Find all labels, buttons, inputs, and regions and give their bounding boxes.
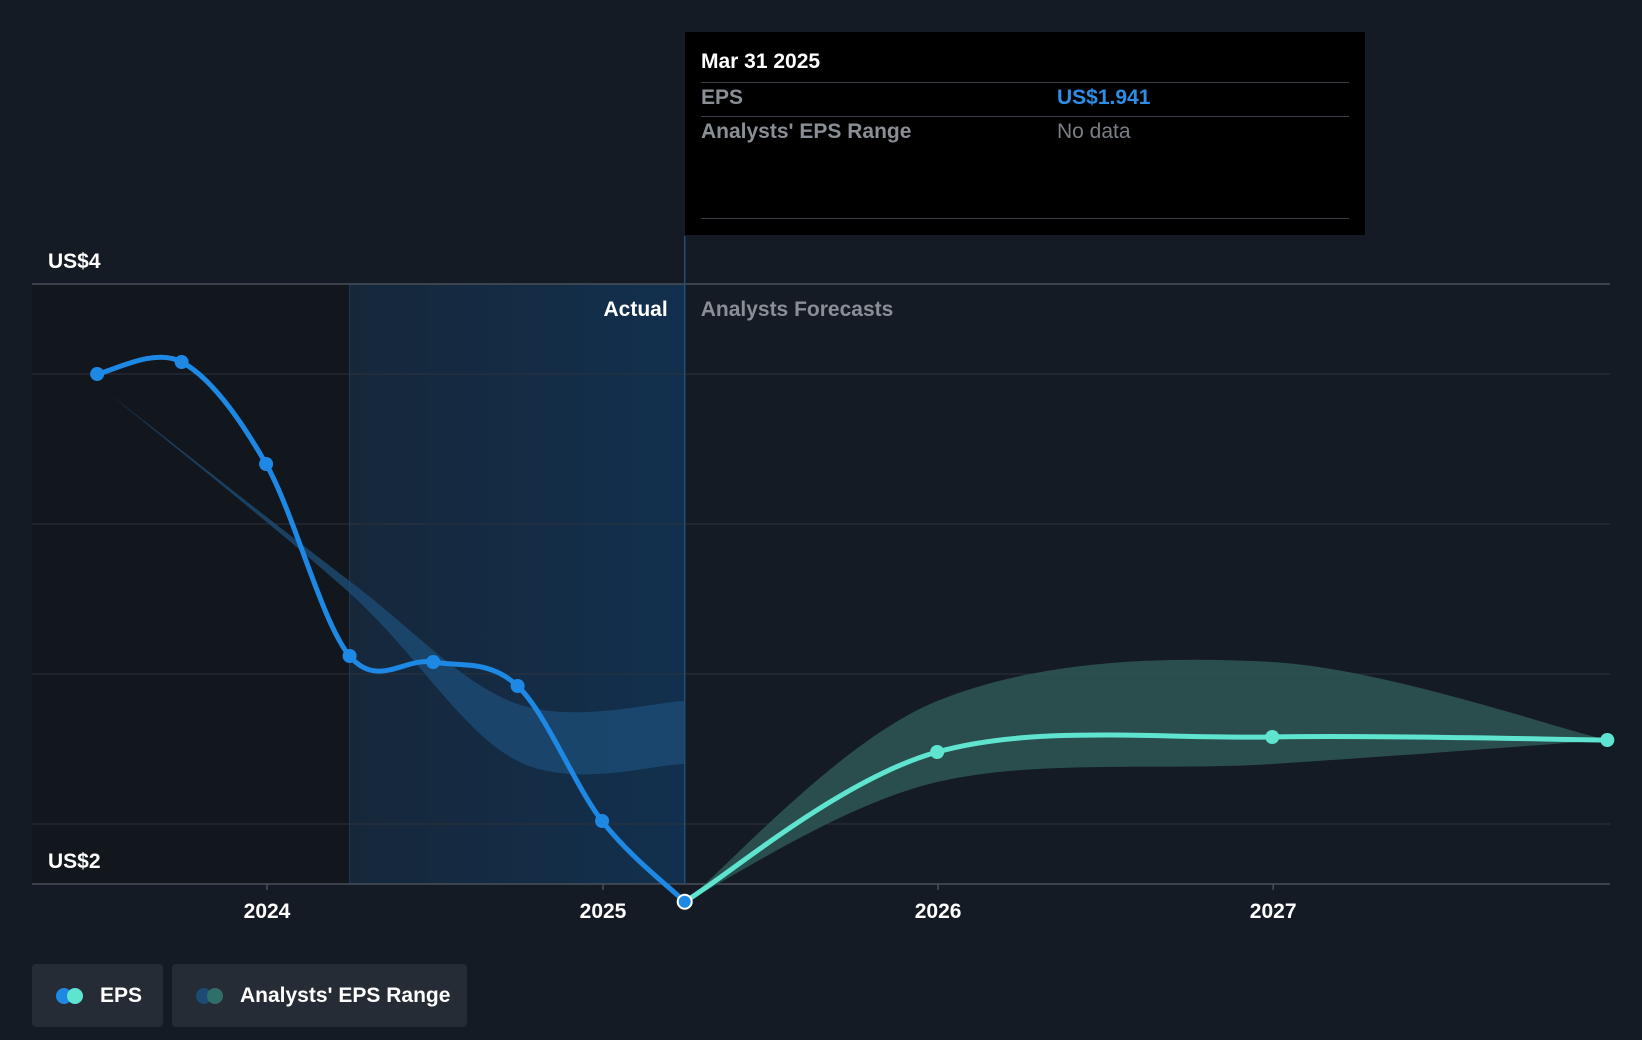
legend-range-swatch xyxy=(196,987,226,1004)
legend-item-eps-range[interactable]: Analysts' EPS Range xyxy=(172,964,467,1027)
y-axis-label-bottom: US$2 xyxy=(48,850,101,873)
legend-eps-label: EPS xyxy=(100,983,143,1007)
eps-point xyxy=(259,457,274,471)
eps-point xyxy=(1600,733,1615,747)
legend-dot xyxy=(67,987,83,1004)
legend-dot xyxy=(207,987,223,1004)
tooltip-range-label: Analysts' EPS Range xyxy=(701,120,912,143)
x-tick-label: 2025 xyxy=(580,900,627,923)
x-tick-label: 2024 xyxy=(244,900,291,923)
eps-point xyxy=(174,355,189,369)
tooltip-eps-label: EPS xyxy=(701,86,744,109)
actual-region-shade xyxy=(349,284,685,884)
y-axis-label-top: US$4 xyxy=(48,250,101,273)
tooltip: Mar 31 2025 EPS US$1.941 Analysts' EPS R… xyxy=(685,32,1365,235)
legend-item-eps[interactable]: EPS xyxy=(32,964,163,1027)
eps-range-band-forecast xyxy=(684,659,1608,902)
legend-eps-swatch xyxy=(56,987,86,1004)
x-tick-label: 2027 xyxy=(1250,900,1297,923)
tooltip-divider xyxy=(701,116,1349,117)
past-region-shade xyxy=(32,284,350,884)
tooltip-eps-value: US$1.941 xyxy=(1057,86,1151,109)
tooltip-date: Mar 31 2025 xyxy=(701,50,821,73)
x-tick-label: 2026 xyxy=(915,900,962,923)
eps-point xyxy=(1265,730,1280,744)
eps-point xyxy=(595,814,610,828)
legend-range-label: Analysts' EPS Range xyxy=(240,983,451,1007)
eps-point xyxy=(510,679,525,693)
eps-line-forecast xyxy=(682,732,1610,905)
section-label-forecast: Analysts Forecasts xyxy=(701,298,894,321)
tooltip-divider xyxy=(701,218,1349,219)
tooltip-divider xyxy=(701,82,1349,83)
eps-line-actual xyxy=(94,354,688,905)
eps-range-band-actual xyxy=(110,395,685,775)
eps-point xyxy=(930,745,945,759)
eps-point xyxy=(90,367,105,381)
eps-point xyxy=(342,649,357,663)
eps-point xyxy=(426,655,441,669)
eps-point-highlight xyxy=(676,893,693,910)
section-label-actual: Actual xyxy=(604,298,668,321)
tooltip-range-value: No data xyxy=(1057,120,1131,143)
